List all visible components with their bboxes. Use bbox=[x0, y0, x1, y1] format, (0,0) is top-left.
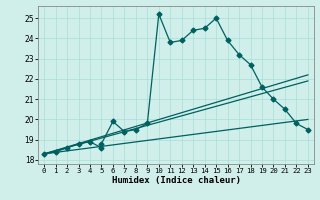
X-axis label: Humidex (Indice chaleur): Humidex (Indice chaleur) bbox=[111, 176, 241, 185]
